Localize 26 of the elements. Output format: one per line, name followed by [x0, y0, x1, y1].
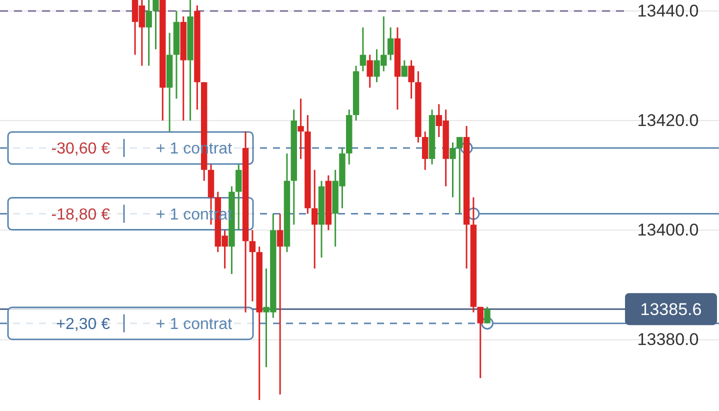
- ref-line-label: -18,80 €: [51, 206, 110, 224]
- ref-line-label: -30,60 €: [51, 140, 110, 158]
- candlestick: [366, 54, 373, 88]
- annotation: + 1 contrat: [156, 316, 233, 333]
- candlestick: [456, 136, 463, 214]
- candlestick: [401, 60, 408, 78]
- candlestick: [408, 60, 414, 100]
- candlestick: [146, 0, 152, 67]
- candlestick: [360, 26, 366, 72]
- candlestick: [298, 98, 304, 160]
- y-tick-label: 13420.0: [637, 111, 699, 130]
- candlestick: [236, 164, 242, 231]
- candlestick: [477, 306, 484, 379]
- y-tick-label: 13440.0: [637, 1, 699, 20]
- candlestick: [249, 229, 256, 302]
- candlestick: [422, 130, 428, 171]
- candlestick: [484, 306, 490, 324]
- ref-line-label: 13385.6: [640, 300, 702, 320]
- candlestick: [450, 142, 456, 198]
- candlestick: [152, 0, 159, 50]
- candlestick: [312, 169, 318, 270]
- y-tick-label: 13400.0: [637, 220, 699, 240]
- ref-line-label: +2,30 €: [56, 316, 110, 333]
- y-tick-label: 13380.0: [637, 330, 699, 350]
- candlestick: [387, 26, 394, 62]
- candlestick: [276, 212, 284, 396]
